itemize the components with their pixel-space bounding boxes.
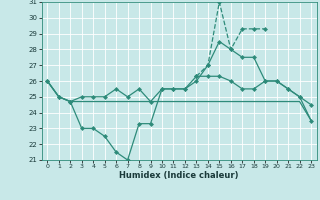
X-axis label: Humidex (Indice chaleur): Humidex (Indice chaleur): [119, 171, 239, 180]
